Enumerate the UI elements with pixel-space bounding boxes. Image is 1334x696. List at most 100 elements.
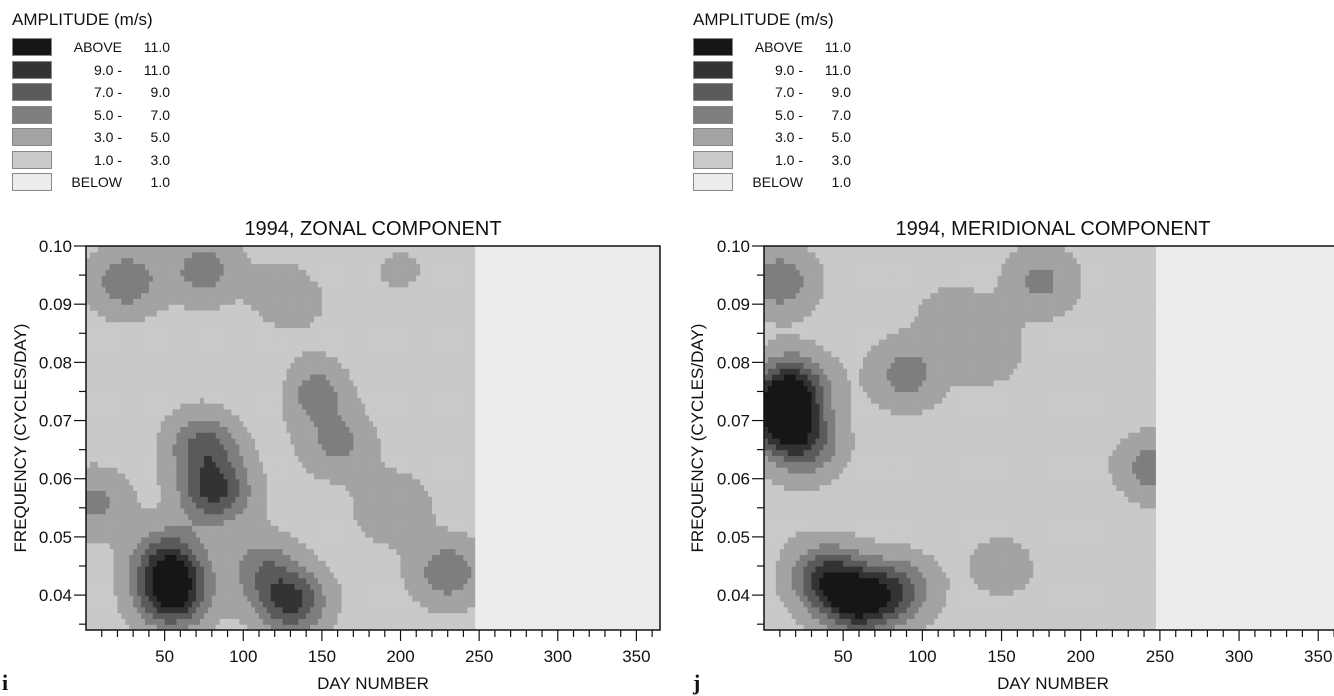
amplitude-cell: [109, 403, 115, 410]
amplitude-cell: [341, 432, 347, 439]
amplitude-cell: [211, 449, 217, 457]
amplitude-cell: [278, 461, 284, 468]
amplitude-cell: [117, 443, 122, 451]
amplitude-cell: [231, 246, 236, 253]
amplitude-cell: [144, 344, 150, 352]
amplitude-cell: [258, 461, 264, 468]
amplitude-cell: [97, 385, 103, 393]
amplitude-cell: [321, 292, 327, 299]
amplitude-cell: [231, 589, 236, 596]
amplitude-cell: [164, 339, 170, 346]
amplitude-cell: [270, 333, 276, 340]
amplitude-cell: [290, 472, 295, 480]
amplitude-cell: [89, 344, 95, 352]
amplitude-cell: [243, 269, 248, 276]
amplitude-cell: [156, 490, 162, 497]
amplitude-cell: [168, 461, 174, 468]
amplitude-cell: [302, 350, 307, 358]
amplitude-cell: [329, 571, 335, 579]
amplitude-cell: [270, 344, 276, 352]
amplitude-cell: [200, 292, 205, 299]
legend-range-start: 1.0 -: [93, 151, 122, 168]
amplitude-cell: [255, 606, 260, 614]
amplitude-cell: [361, 606, 366, 614]
amplitude-cell: [341, 502, 347, 509]
amplitude-cell: [270, 600, 276, 608]
amplitude-cell: [317, 472, 323, 480]
amplitude-cell: [314, 612, 319, 619]
amplitude-cell: [188, 624, 193, 631]
amplitude-cell: [196, 251, 201, 259]
amplitude-cell: [105, 525, 111, 532]
amplitude-cell: [235, 263, 240, 270]
amplitude-cell: [349, 368, 354, 375]
amplitude-cell: [133, 379, 138, 387]
amplitude-cell: [349, 490, 354, 497]
amplitude-cell: [137, 606, 142, 614]
amplitude-cell: [333, 292, 339, 299]
amplitude-cell: [290, 374, 295, 381]
amplitude-cell: [160, 589, 166, 596]
amplitude-cell: [231, 461, 236, 468]
amplitude-cell: [93, 566, 99, 573]
amplitude-cell: [203, 461, 209, 468]
amplitude-cell: [172, 548, 178, 555]
amplitude-cell: [361, 438, 366, 445]
amplitude-cell: [152, 548, 158, 555]
amplitude-cell: [314, 310, 319, 317]
amplitude-cell: [172, 513, 178, 521]
amplitude-cell: [290, 531, 295, 538]
amplitude-cell: [117, 356, 122, 363]
amplitude-cell: [282, 496, 288, 503]
amplitude-cell: [160, 344, 166, 352]
amplitude-cell: [109, 327, 115, 334]
amplitude-cell: [109, 246, 115, 253]
amplitude-cell: [152, 531, 158, 538]
amplitude-cell: [105, 612, 111, 619]
amplitude-cell: [188, 246, 193, 253]
amplitude-cell: [247, 356, 252, 363]
amplitude-cell: [148, 408, 154, 416]
amplitude-cell: [266, 379, 272, 387]
amplitude-cell: [282, 356, 288, 363]
amplitude-cell: [321, 356, 327, 363]
amplitude-cell: [262, 327, 268, 334]
amplitude-cell: [353, 257, 358, 265]
amplitude-cell: [207, 269, 213, 276]
amplitude-cell: [325, 566, 331, 573]
amplitude-cell: [286, 257, 292, 265]
amplitude-cell: [172, 612, 178, 619]
amplitude-cell: [266, 438, 272, 445]
amplitude-cell: [270, 472, 276, 480]
amplitude-cell: [286, 350, 292, 358]
amplitude-cell: [137, 455, 142, 462]
amplitude-cell: [321, 414, 327, 422]
amplitude-cell: [349, 292, 354, 299]
amplitude-cell: [109, 525, 115, 532]
amplitude-cell: [227, 286, 233, 294]
amplitude-cell: [207, 339, 213, 346]
amplitude-cell: [262, 362, 268, 369]
amplitude-cell: [164, 275, 170, 282]
amplitude-cell: [251, 368, 256, 375]
amplitude-cell: [365, 478, 370, 486]
amplitude-cell: [345, 280, 351, 288]
amplitude-cell: [345, 606, 351, 614]
amplitude-cell: [188, 333, 193, 340]
amplitude-cell: [129, 432, 134, 439]
amplitude-cell: [282, 339, 288, 346]
amplitude-cell: [97, 560, 103, 567]
amplitude-cell: [243, 251, 248, 259]
amplitude-cell: [376, 618, 382, 625]
amplitude-cell: [262, 420, 268, 427]
amplitude-cell: [223, 414, 229, 422]
amplitude-cell: [262, 397, 268, 404]
amplitude-cell: [203, 298, 209, 305]
amplitude-cell: [365, 327, 370, 334]
amplitude-cell: [160, 280, 166, 288]
amplitude-cell: [180, 595, 185, 602]
amplitude-cell: [294, 403, 299, 410]
amplitude-cell: [298, 583, 303, 590]
amplitude-cell: [129, 507, 134, 515]
amplitude-cell: [192, 327, 197, 334]
